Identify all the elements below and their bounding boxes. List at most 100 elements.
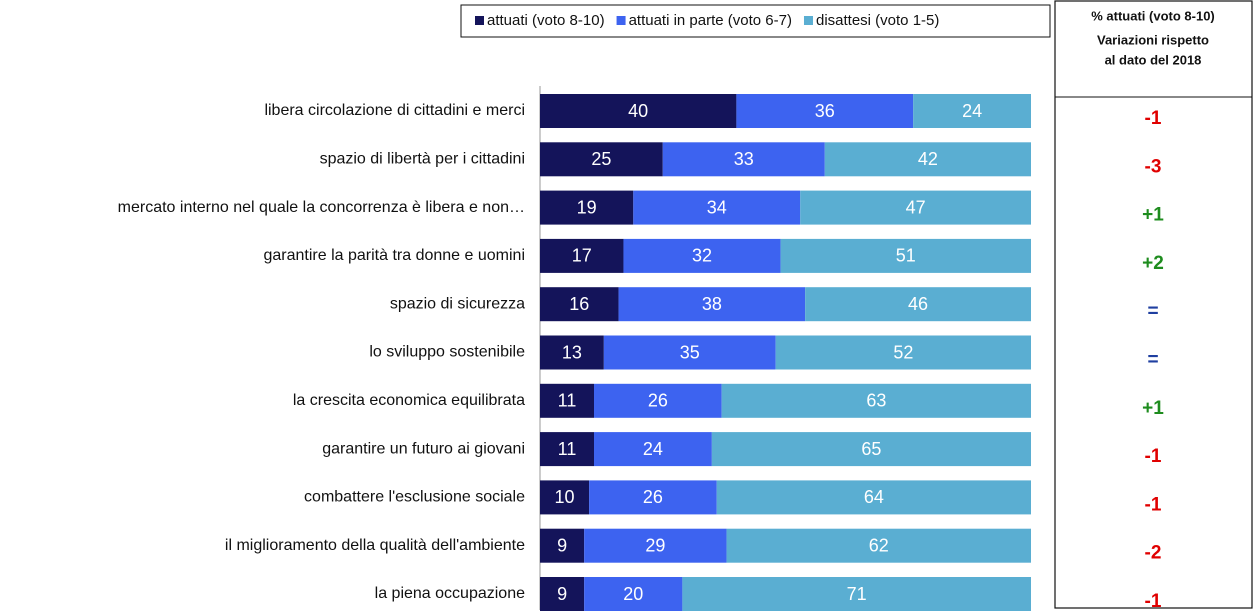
legend-label: attuati in parte (voto 6-7) — [629, 12, 792, 29]
value-label: 35 — [680, 342, 700, 362]
value-label: 13 — [562, 342, 582, 362]
bar-segment — [603, 335, 776, 370]
value-label: 20 — [623, 584, 643, 604]
value-label: 42 — [918, 149, 938, 169]
value-label: 64 — [864, 487, 884, 507]
value-label: 52 — [893, 342, 913, 362]
legend-label: attuati (voto 8-10) — [487, 12, 605, 29]
bar-segment — [540, 238, 624, 273]
legend-swatch — [616, 16, 626, 25]
bar-segment — [540, 528, 585, 563]
bar-segment — [721, 383, 1031, 418]
value-label: 17 — [572, 246, 592, 266]
bar-segment — [589, 480, 717, 515]
change-value: -1 — [1145, 494, 1162, 515]
legend-swatch — [803, 16, 813, 25]
value-label: 47 — [906, 197, 926, 217]
table-box — [1054, 0, 1253, 609]
bar-segment — [540, 287, 619, 322]
bar-segment — [618, 287, 806, 322]
table-header: Variazioni rispetto — [1097, 32, 1209, 47]
category-label: il miglioramento della qualità dell'ambi… — [225, 537, 525, 554]
bar-segment — [584, 528, 727, 563]
change-value: -3 — [1145, 156, 1162, 177]
bar-segment — [780, 238, 1031, 273]
value-label: 38 — [702, 294, 722, 314]
bar-segment — [736, 94, 914, 128]
value-label: 34 — [707, 197, 727, 217]
value-label: 40 — [628, 101, 648, 121]
value-label: 51 — [896, 246, 916, 266]
category-label: lo sviluppo sostenibile — [369, 344, 525, 361]
value-label: 11 — [558, 391, 577, 411]
value-label: 10 — [555, 487, 575, 507]
category-label: libera circolazione di cittadini e merci — [264, 102, 525, 119]
value-label: 11 — [558, 439, 577, 459]
value-label: 65 — [861, 439, 881, 459]
bar-segment — [913, 94, 1031, 128]
value-label: 36 — [815, 101, 835, 121]
value-label: 9 — [557, 535, 567, 555]
bar-segment — [682, 577, 1031, 611]
bar-segment — [540, 577, 585, 611]
value-label: 33 — [734, 149, 754, 169]
bar-segment — [711, 432, 1031, 467]
bar-segment — [775, 335, 1031, 370]
category-label: spazio di sicurezza — [390, 295, 525, 312]
table-header: al dato del 2018 — [1105, 52, 1202, 67]
bar-segment — [623, 238, 781, 273]
value-label: 29 — [645, 535, 665, 555]
change-value: -1 — [1145, 108, 1162, 129]
value-label: 26 — [648, 391, 668, 411]
bar-segment — [805, 287, 1031, 322]
value-label: 63 — [866, 391, 886, 411]
bar-segment — [726, 528, 1031, 563]
bar-segment — [540, 190, 634, 225]
bar-segment — [540, 383, 595, 418]
value-label: 19 — [577, 197, 597, 217]
bar-segment — [540, 432, 595, 467]
value-label: 71 — [847, 584, 867, 604]
bar-segment — [716, 480, 1031, 515]
value-label: 24 — [962, 101, 982, 121]
bar-segment — [540, 480, 590, 515]
value-label: 62 — [869, 535, 889, 555]
bar-segment — [540, 142, 663, 177]
value-label: 25 — [591, 149, 611, 169]
change-value: = — [1147, 301, 1158, 322]
bar-segment — [800, 190, 1031, 225]
value-label: 16 — [569, 294, 589, 314]
bar-segment — [584, 577, 683, 611]
bar-segment — [824, 142, 1031, 177]
bar-segment — [594, 432, 712, 467]
legend-label: disattesi (voto 1-5) — [816, 12, 939, 29]
bar-segment — [540, 335, 604, 370]
table-header: % attuati (voto 8-10) — [1091, 8, 1215, 23]
value-label: 9 — [557, 584, 567, 604]
bar-segment — [540, 94, 737, 128]
bar-segment — [594, 383, 722, 418]
change-value: +2 — [1142, 253, 1164, 274]
change-value: -1 — [1145, 591, 1162, 612]
bar-segment — [662, 142, 825, 177]
category-label: garantire un futuro ai giovani — [322, 440, 525, 457]
change-value: = — [1147, 350, 1158, 371]
legend-swatch — [475, 16, 484, 25]
value-label: 26 — [643, 487, 663, 507]
legend-box — [460, 4, 1051, 38]
category-label: garantire la parità tra donne e uomini — [264, 247, 526, 264]
category-label: mercato interno nel quale la concorrenza… — [118, 199, 525, 216]
change-value: +1 — [1142, 205, 1164, 226]
value-label: 24 — [643, 439, 663, 459]
value-label: 32 — [692, 246, 712, 266]
category-label: la piena occupazione — [375, 585, 525, 602]
change-value: -2 — [1145, 543, 1162, 564]
category-label: spazio di libertà per i cittadini — [320, 151, 525, 168]
value-label: 46 — [908, 294, 928, 314]
change-value: -1 — [1145, 446, 1162, 467]
category-label: la crescita economica equilibrata — [293, 392, 525, 409]
category-label: combattere l'esclusione sociale — [304, 489, 525, 506]
change-value: +1 — [1142, 398, 1164, 419]
bar-segment — [633, 190, 801, 225]
